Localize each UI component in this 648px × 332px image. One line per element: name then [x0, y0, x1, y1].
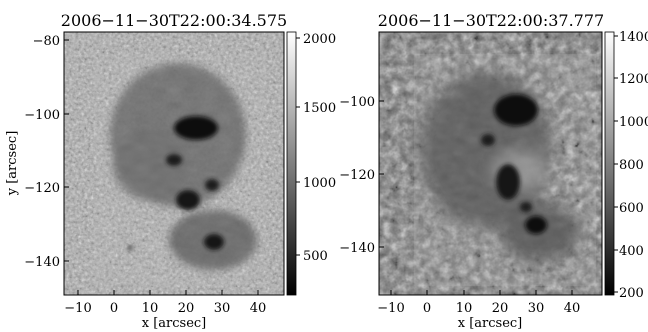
y-tick-label-1: −120: [24, 181, 60, 196]
solar-image-continuum: [64, 32, 284, 295]
x-axis-1: [77, 290, 259, 295]
y-tick-label-2: −100: [339, 95, 375, 110]
x-tick-label-1: 0: [110, 301, 118, 316]
y-tick-label-2: −140: [339, 241, 375, 256]
x-tick-label-1: 30: [214, 301, 231, 316]
colorbar-2-tick-label: 200: [619, 286, 644, 301]
colorbar-1-tick-label: 1500: [303, 101, 336, 116]
x-tick-label-1: 10: [142, 301, 159, 316]
panel-1-title: 2006−11−30T22:00:34.575: [61, 11, 287, 30]
colorbar-1: 2000 1500 1000 500: [286, 31, 336, 296]
x-axis-label-2: x [arcsec]: [458, 316, 523, 331]
x-axis-2: [390, 290, 573, 295]
colorbar-2-tick-label: 1400: [619, 30, 648, 45]
x-tick-label-1: −10: [64, 301, 91, 316]
y-axis-label-1: y [arcsec]: [5, 131, 20, 197]
colorbar-1-tick-label: 1000: [303, 176, 336, 191]
panel-continuum: 2006−11−30T22:00:34.575: [5, 11, 336, 331]
plot-frame-2: [378, 31, 603, 296]
colorbar-2-ticks: [614, 35, 618, 293]
colorbar-2-tick-label: 800: [619, 158, 644, 173]
colorbar-1-tick-label: 2000: [303, 32, 336, 47]
x-tick-label-1: 20: [178, 301, 195, 316]
x-tick-label-1: 40: [250, 301, 267, 316]
x-tick-label-2: 40: [564, 301, 581, 316]
y-axis-1: [64, 39, 69, 262]
solar-image-line-core: [379, 32, 602, 295]
y-tick-label-1: −140: [24, 255, 60, 270]
colorbar-2: 1400 1200 1000 800 600 400 200: [604, 30, 648, 301]
y-tick-label-1: −80: [33, 34, 60, 49]
x-tick-label-2: 20: [492, 301, 509, 316]
x-axis-label-1: x [arcsec]: [142, 316, 207, 331]
colorbar-2-tick-label: 1000: [619, 115, 648, 130]
plot-frame-1: [63, 31, 285, 296]
colorbar-2-tick-label: 400: [619, 244, 644, 259]
y-axis-2: [379, 100, 384, 248]
y-tick-label-1: −100: [24, 108, 60, 123]
colorbar-1-ticks: [296, 37, 300, 256]
y-tick-label-2: −120: [339, 168, 375, 183]
x-tick-label-2: −10: [377, 301, 404, 316]
panel-2-title: 2006−11−30T22:00:37.777: [378, 11, 604, 30]
x-tick-label-2: 0: [423, 301, 431, 316]
colorbar-2-tick-label: 600: [619, 201, 644, 216]
x-tick-label-2: 30: [528, 301, 545, 316]
colorbar-1-tick-label: 500: [303, 249, 328, 264]
panel-line-core: 2006−11−30T22:00:37.777: [339, 11, 648, 331]
x-tick-label-2: 10: [456, 301, 473, 316]
colorbar-2-tick-label: 1200: [619, 72, 648, 87]
